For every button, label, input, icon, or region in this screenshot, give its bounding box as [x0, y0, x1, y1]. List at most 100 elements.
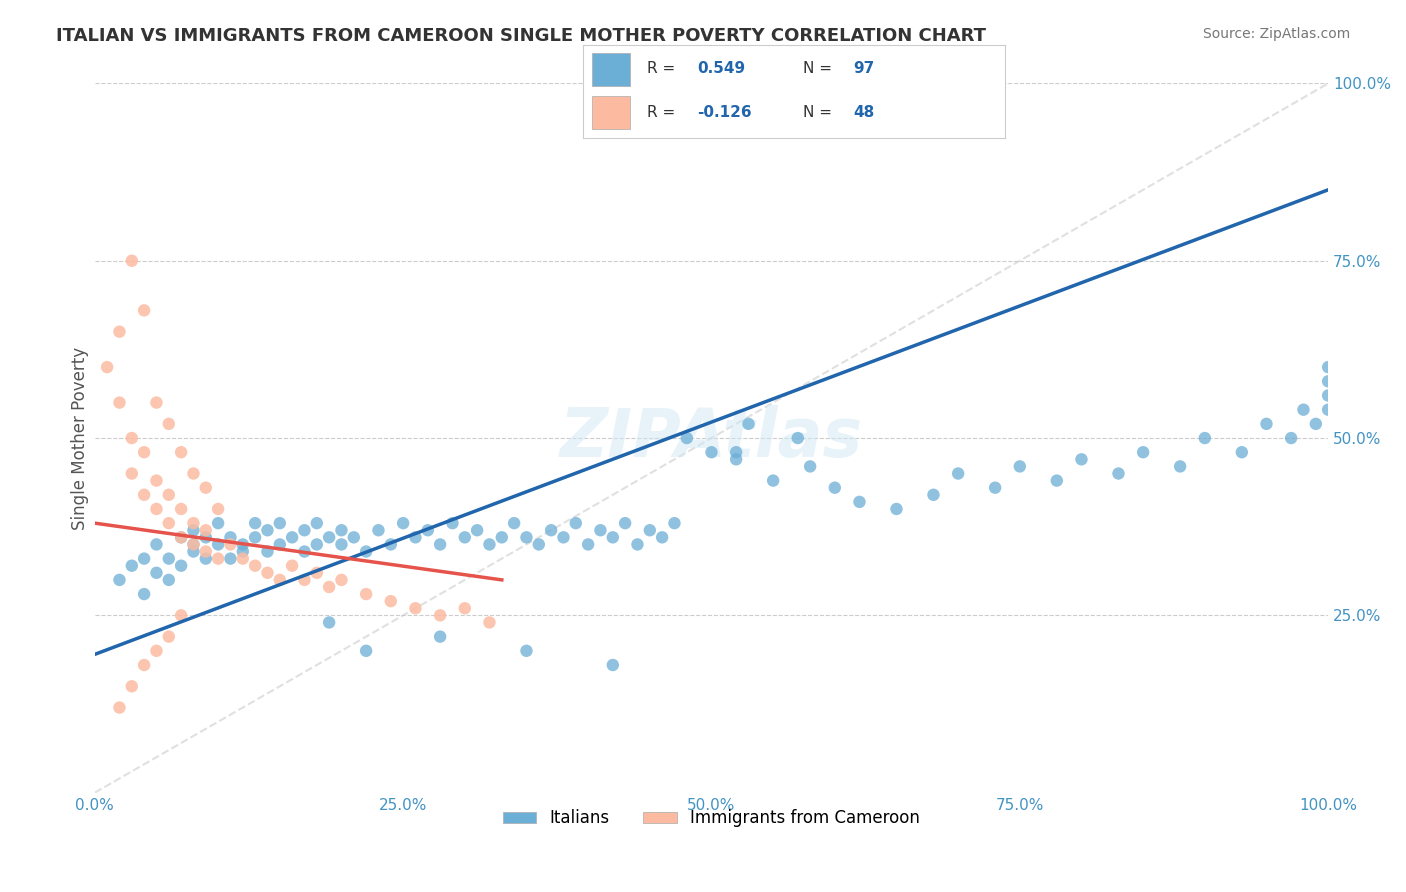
Text: R =: R =	[647, 105, 681, 120]
Point	[194, 530, 217, 544]
Point	[256, 566, 278, 580]
Legend: Italians, Immigrants from Cameroon: Italians, Immigrants from Cameroon	[496, 803, 927, 834]
Point	[1256, 417, 1278, 431]
Point	[243, 516, 266, 530]
Point	[1230, 445, 1253, 459]
Text: -0.126: -0.126	[697, 105, 752, 120]
Point	[589, 523, 612, 537]
Point	[232, 537, 254, 551]
Point	[207, 502, 229, 516]
Point	[602, 658, 624, 673]
Point	[318, 615, 340, 630]
Point	[429, 537, 451, 551]
Point	[700, 445, 723, 459]
Text: N =: N =	[803, 105, 837, 120]
Point	[219, 530, 242, 544]
Point	[121, 431, 143, 445]
Point	[1317, 388, 1340, 402]
Point	[799, 459, 821, 474]
Point	[170, 608, 193, 623]
Point	[145, 474, 167, 488]
Point	[354, 587, 377, 601]
Point	[454, 530, 477, 544]
Point	[183, 523, 205, 537]
Point	[134, 551, 156, 566]
Point	[232, 551, 254, 566]
Point	[305, 516, 328, 530]
Point	[194, 481, 217, 495]
Point	[194, 523, 217, 537]
Point	[1194, 431, 1216, 445]
Point	[354, 644, 377, 658]
Point	[416, 523, 439, 537]
Point	[478, 615, 501, 630]
Point	[515, 530, 537, 544]
Point	[294, 544, 316, 558]
Point	[121, 679, 143, 693]
Text: ZIPAtlas: ZIPAtlas	[560, 405, 863, 471]
Point	[305, 537, 328, 551]
Point	[392, 516, 415, 530]
Point	[330, 573, 353, 587]
Point	[651, 530, 673, 544]
Point	[318, 530, 340, 544]
Point	[157, 417, 180, 431]
Point	[145, 644, 167, 658]
Point	[984, 481, 1007, 495]
Text: 48: 48	[853, 105, 875, 120]
Point	[465, 523, 488, 537]
Point	[96, 360, 118, 375]
Point	[367, 523, 389, 537]
Point	[269, 537, 291, 551]
Point	[318, 580, 340, 594]
Point	[380, 537, 402, 551]
Point	[232, 544, 254, 558]
Point	[269, 573, 291, 587]
Point	[664, 516, 686, 530]
Point	[256, 544, 278, 558]
Text: Source: ZipAtlas.com: Source: ZipAtlas.com	[1202, 27, 1350, 41]
Point	[454, 601, 477, 615]
Point	[281, 530, 304, 544]
Point	[1107, 467, 1129, 481]
Point	[540, 523, 562, 537]
Point	[1046, 474, 1069, 488]
Point	[491, 530, 513, 544]
Point	[614, 516, 637, 530]
Point	[565, 516, 588, 530]
Point	[207, 537, 229, 551]
Point	[145, 502, 167, 516]
Point	[478, 537, 501, 551]
Point	[134, 658, 156, 673]
Point	[294, 523, 316, 537]
Point	[121, 467, 143, 481]
Text: R =: R =	[647, 62, 681, 77]
Point	[1279, 431, 1302, 445]
Point	[553, 530, 575, 544]
Point	[404, 601, 426, 615]
Point	[134, 587, 156, 601]
Point	[576, 537, 599, 551]
Point	[108, 573, 131, 587]
Point	[183, 537, 205, 551]
Point	[207, 551, 229, 566]
Point	[121, 558, 143, 573]
Point	[134, 303, 156, 318]
Point	[1305, 417, 1327, 431]
Point	[157, 573, 180, 587]
Point	[638, 523, 661, 537]
Point	[183, 467, 205, 481]
Point	[170, 530, 193, 544]
Point	[602, 530, 624, 544]
Point	[1292, 402, 1315, 417]
Point	[527, 537, 550, 551]
Point	[762, 474, 785, 488]
Point	[824, 481, 846, 495]
Point	[157, 630, 180, 644]
Point	[330, 523, 353, 537]
Point	[194, 544, 217, 558]
Point	[194, 551, 217, 566]
Point	[725, 452, 748, 467]
Point	[343, 530, 366, 544]
Point	[108, 395, 131, 409]
